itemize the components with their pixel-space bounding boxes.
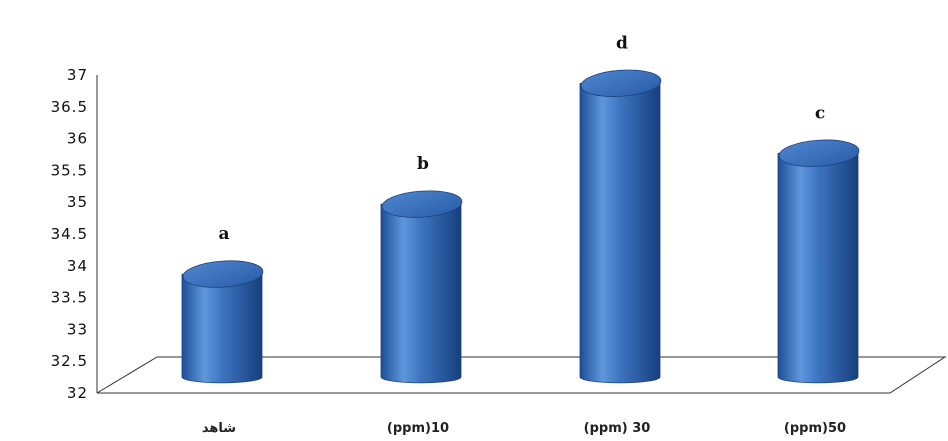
- data-label: c: [815, 103, 825, 123]
- x-tick-label: (ppm)50: [784, 421, 846, 436]
- bar-top: [381, 190, 463, 218]
- y-tick-label: 36.5: [51, 98, 88, 116]
- y-tick-label: 36: [67, 130, 88, 148]
- y-tick-label: 35.5: [51, 161, 88, 179]
- x-tick-label: (ppm) 30: [584, 421, 651, 436]
- bar-body: [777, 152, 859, 384]
- y-axis: 32 32.5 33 33.5 34 34.5 35 35.5 36 36.5 37: [51, 66, 98, 402]
- bar: [777, 139, 860, 384]
- data-label: b: [417, 154, 429, 174]
- y-tick-label: 33.5: [51, 289, 88, 307]
- bar: [579, 69, 662, 384]
- data-labels: a b d c: [218, 33, 825, 244]
- bars: [181, 69, 860, 384]
- bar-top: [580, 69, 662, 97]
- y-tick-label: 37: [67, 66, 88, 84]
- y-tick-label: 33: [67, 320, 88, 338]
- x-tick-labels: شاهد (ppm)10 (ppm) 30 (ppm)50: [202, 421, 846, 436]
- y-tick-label: 34: [67, 257, 88, 275]
- bar-top: [182, 260, 264, 288]
- data-label: a: [218, 224, 229, 244]
- chart-floor: [96, 356, 947, 394]
- bar-body: [181, 273, 263, 384]
- y-tick-label: 34.5: [51, 225, 88, 243]
- x-tick-label: شاهد: [202, 421, 236, 436]
- y-tick-label: 32: [67, 384, 88, 402]
- bar-body: [579, 82, 661, 384]
- bar: [181, 260, 264, 384]
- x-tick-label: (ppm)10: [387, 421, 449, 436]
- bar-top: [778, 139, 860, 167]
- floor-outline: [96, 356, 947, 394]
- bar-body: [380, 203, 462, 384]
- y-tick-label: 35: [67, 193, 88, 211]
- y-tick-label: 32.5: [51, 352, 88, 370]
- bar: [380, 190, 463, 384]
- data-label: d: [616, 33, 628, 53]
- y-tick-labels: 32 32.5 33 33.5 34 34.5 35 35.5 36 36.5 37: [51, 66, 88, 402]
